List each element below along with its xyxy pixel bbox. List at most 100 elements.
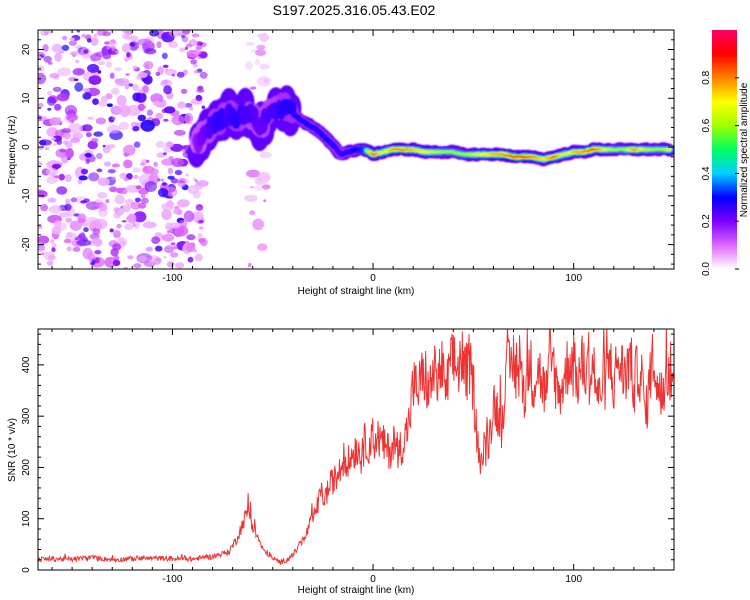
spectrogram-ridge-segment [370,152,373,155]
spectrogram-noise-blob [158,187,169,198]
spectrogram-noise-blob [195,41,203,46]
spectrogram-noise-blob [198,219,204,224]
spectrogram-noise-blob [141,158,147,166]
snr-y-tick-label: 300 [21,407,32,424]
spectrogram-noise-blob [51,226,62,235]
spectrogram-noise-blob [177,177,187,188]
spectrogram-y-tick-label: 10 [21,92,32,104]
spectrogram-noise-blob [193,70,199,74]
spectrogram-noise-blob [114,194,126,205]
spectrogram-noise-blob [113,212,121,219]
spectrogram-noise-blob [262,184,271,190]
spectrogram-noise-blob [123,177,129,182]
spectrogram-noise-blob [61,44,70,52]
spectrogram-noise-blob [173,245,178,250]
spectrogram-noise-blob [125,73,130,76]
spectrogram-noise-blob [187,185,199,195]
spectrogram-noise-blob [95,117,107,125]
spectrogram-noise-blob [105,199,110,204]
spectrogram-noise-blob [163,118,169,122]
spectrogram-noise-blob [149,30,160,37]
spectrogram-noise-blob [51,163,62,169]
spectrogram-noise-blob [40,30,49,36]
spectrogram-noise-blob [110,105,123,116]
spectrogram-noise-blob [157,178,161,182]
spectrogram-noise-blob [142,165,155,175]
spectrogram-noise-blob [244,194,258,202]
spectrogram-noise-blob [63,238,72,244]
spectrogram-noise-blob [193,64,198,68]
snr-panel: -100 0 100 0 100 200 300 400 Height of straight… [7,328,675,596]
spectrogram-ridge [187,85,674,168]
spectrogram-noise-blob [76,30,81,33]
spectrogram-noise-blob [77,179,83,185]
spectrogram-noise-blob [106,124,121,134]
spectrogram-noise-blob [92,98,99,105]
spectrogram-ridge-segment [668,148,671,152]
spectrogram-noise-blob [173,129,186,136]
spectrogram-noise-blob [51,43,63,53]
spectrogram-noise-blob [87,63,100,73]
colorbar: 0.0 0.2 0.4 0.6 0.8 Normalized spectral ampl… [701,30,750,276]
spectrogram-ridge-segment [433,150,437,154]
spectrogram-noise-blob [167,175,175,180]
spectrogram-noise-blob [182,145,187,150]
spectrogram-ridge-segment [655,147,659,151]
spectrogram-noise-blob [78,218,85,223]
spectrogram-noise-blob [121,220,127,223]
spectrogram-noise-blob [132,92,141,102]
spectrogram-noise-blob [84,152,92,158]
spectrogram-noise-blob [132,65,138,70]
spectrogram-noise-blob [171,73,175,77]
spectrogram-noise-blob [135,185,142,190]
spectrogram-noise-blob [176,71,185,78]
spectrogram-ridge-segment [455,152,458,155]
spectrogram-noise-blob [197,56,201,59]
spectrogram-noise-blob [161,52,168,60]
spectrogram-noise-blob [103,161,112,167]
spectrogram-noise-blob [257,243,268,251]
spectrogram-noise-blob [83,227,89,233]
spectrogram-noise-blob [87,116,95,120]
spectrogram-noise-blob [39,139,47,146]
spectrogram-noise-blob [120,172,127,176]
spectrogram-noise-blob [58,173,65,181]
spectrogram-noise-blob [127,213,137,224]
figure-title: S197.2025.316.05.43.E02 [273,2,436,18]
spectrogram-noise-blob [69,37,75,41]
spectrogram-noise-blob [166,261,175,268]
spectrogram-noise-blob [54,103,62,111]
spectrogram-noise-blob [164,68,169,72]
spectrogram-ridge-segment [448,150,451,153]
spectrogram-noise-blob [115,50,120,54]
spectrogram-noise-blob [46,96,57,106]
spectrogram-noise-blob [201,105,206,109]
spectrogram-noise-blob [111,163,120,168]
spectrogram-noise-blob [151,236,161,244]
spectrogram-noise-blob [145,246,153,252]
spectrogram-noise-blob [56,186,68,195]
spectrogram-noise-blob [118,121,130,131]
spectrogram-noise-blob [194,179,198,183]
spectrogram-noise-blob [155,71,161,77]
spectrogram-noise-blob [90,53,102,62]
spectrogram-ridge-segment [368,151,372,154]
snr-x-tick-label: 100 [565,574,582,585]
spectrogram-ridge-segment [392,148,395,151]
spectrogram-noise-blob [69,220,82,231]
spectrogram-noise-blob [249,86,257,90]
spectrogram-noise-blob [126,52,131,58]
colorbar-tick-label: 0.6 [701,118,712,132]
spectrogram-noise-blob [124,223,134,231]
spectrogram-noise-blob [116,95,127,107]
colorbar-ticks: 0.0 0.2 0.4 0.6 0.8 [701,70,739,276]
spectrogram-noise-blob [82,92,92,100]
spectrogram-noise-blob [109,72,115,79]
spectrogram-noise-blob [110,39,116,44]
spectrogram-noise-blob [140,194,146,199]
spectrogram-noise-blob [100,95,108,102]
spectrogram-noise-blob [200,182,205,187]
spectrogram-noise-blob [38,65,45,72]
spectrogram-noise-blob [44,147,50,151]
spectrogram-noise-blob [56,93,70,102]
